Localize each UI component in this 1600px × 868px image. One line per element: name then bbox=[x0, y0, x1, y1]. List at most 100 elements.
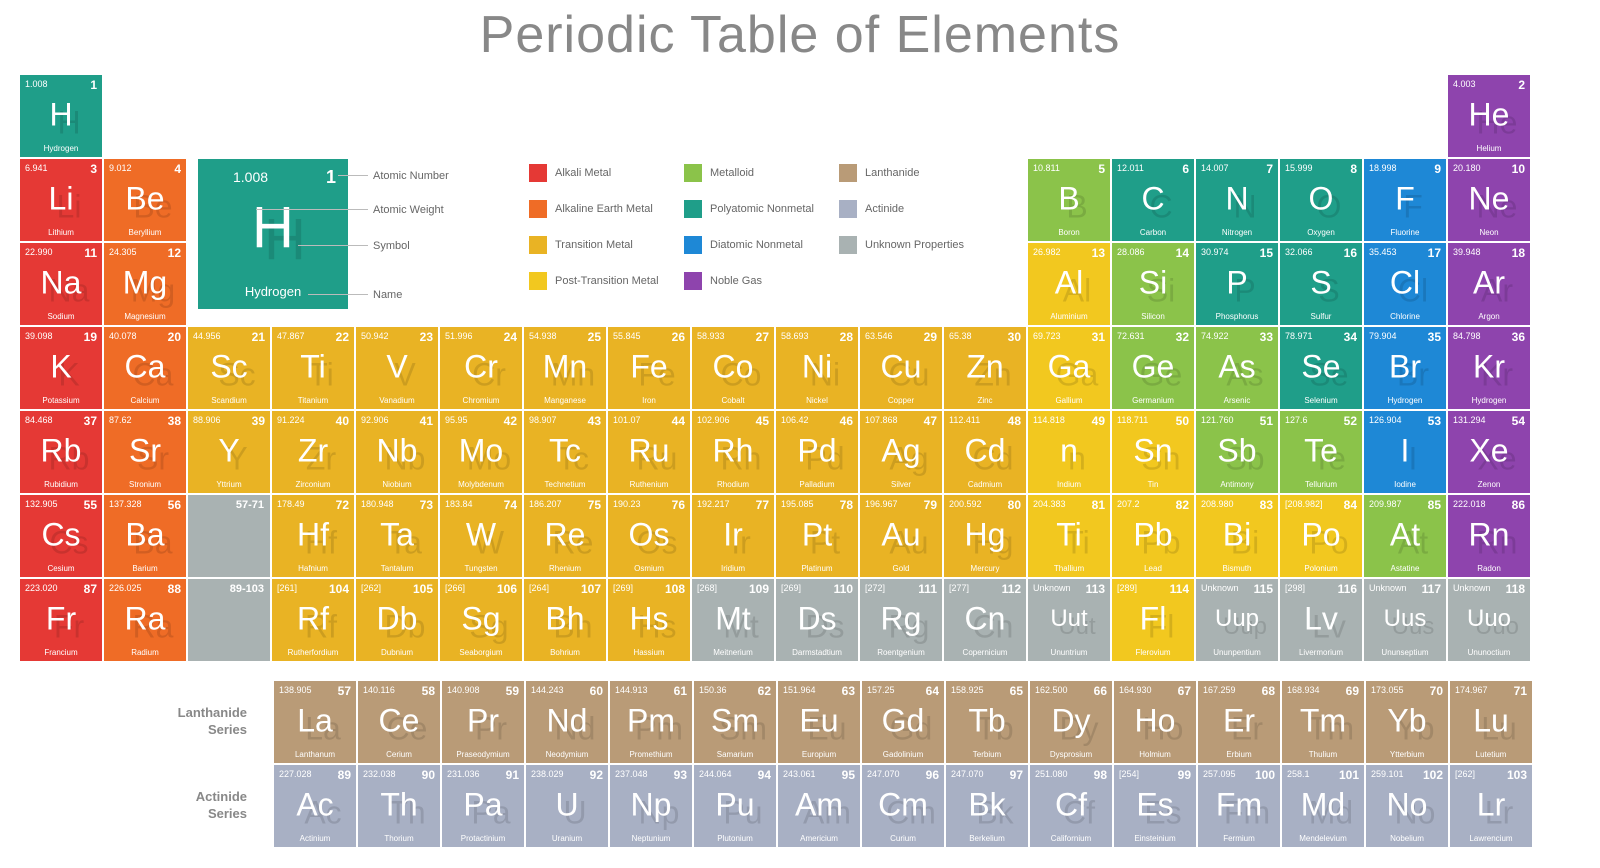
atomic-number: 92 bbox=[590, 768, 603, 782]
element-cell: 40.07820CaCalcium bbox=[104, 327, 186, 409]
element-symbol: Te bbox=[1304, 434, 1338, 466]
atomic-number: 97 bbox=[1010, 768, 1023, 782]
legend-item: Post-Transition Metal bbox=[529, 272, 659, 290]
element-name: Lanthanum bbox=[274, 750, 356, 759]
element-symbol: Ce bbox=[379, 704, 420, 736]
element-cell: 88.90639YYttrium bbox=[188, 411, 270, 493]
atomic-number: 19 bbox=[84, 330, 97, 344]
element-name: Polonium bbox=[1280, 564, 1362, 573]
element-name: Copper bbox=[860, 396, 942, 405]
atomic-mass: 58.933 bbox=[697, 331, 725, 341]
atomic-number: 47 bbox=[924, 414, 937, 428]
element-name: Thallium bbox=[1028, 564, 1110, 573]
element-cell: 167.25968ErErbium bbox=[1198, 681, 1280, 763]
element-symbol: O bbox=[1309, 182, 1334, 214]
element-cell: 28.08614SiSilicon bbox=[1112, 243, 1194, 325]
element-name: Helium bbox=[1448, 144, 1530, 153]
element-symbol: W bbox=[466, 518, 496, 550]
element-cell: 131.29454XeZenon bbox=[1448, 411, 1530, 493]
element-symbol: Ti bbox=[1056, 518, 1081, 550]
element-symbol: N bbox=[1225, 182, 1248, 214]
element-name: Titanium bbox=[272, 396, 354, 405]
element-cell: 150.3662SmSamarium bbox=[694, 681, 776, 763]
element-cell: 106.4246PdPalladium bbox=[776, 411, 858, 493]
element-name: Gadolinium bbox=[862, 750, 944, 759]
atomic-number: 58 bbox=[422, 684, 435, 698]
atomic-mass: 55.845 bbox=[613, 331, 641, 341]
element-symbol: Sn bbox=[1133, 434, 1172, 466]
atomic-mass: 78.971 bbox=[1285, 331, 1313, 341]
atomic-mass: 30.974 bbox=[1201, 247, 1229, 257]
main-grid: 1.0081HHydrogen4.0032HeHelium6.9413LiLit… bbox=[20, 75, 1580, 661]
element-cell: 157.2564GdGadolinium bbox=[862, 681, 944, 763]
atomic-mass: 84.798 bbox=[1453, 331, 1481, 341]
atomic-mass: 22.990 bbox=[25, 247, 53, 257]
atomic-number: 69 bbox=[1346, 684, 1359, 698]
atomic-mass: 204.383 bbox=[1033, 499, 1066, 509]
atomic-mass: [266] bbox=[445, 583, 465, 593]
atomic-mass: 200.592 bbox=[949, 499, 982, 509]
atomic-number: 78 bbox=[840, 498, 853, 512]
label-symbol: Symbol bbox=[373, 240, 410, 252]
element-symbol: Nd bbox=[547, 704, 588, 736]
atomic-mass: [268] bbox=[697, 583, 717, 593]
atomic-mass: 44.956 bbox=[193, 331, 221, 341]
atomic-mass: 47.867 bbox=[277, 331, 305, 341]
element-cell: 58.69328NiNickel bbox=[776, 327, 858, 409]
element-name: Lithium bbox=[20, 228, 102, 237]
element-symbol: Pt bbox=[802, 518, 832, 550]
element-name: Ununoctium bbox=[1448, 648, 1530, 657]
atomic-number: 105 bbox=[413, 582, 433, 596]
atomic-number: 51 bbox=[1260, 414, 1273, 428]
element-cell: Unknown117UusUnunseptium bbox=[1364, 579, 1446, 661]
element-cell: [298]116LvLivermorium bbox=[1280, 579, 1362, 661]
atomic-number: 100 bbox=[1255, 768, 1275, 782]
element-name: Americium bbox=[778, 834, 860, 843]
pointer-line bbox=[308, 294, 368, 295]
atomic-mass: 259.101 bbox=[1371, 769, 1404, 779]
element-symbol: Au bbox=[881, 518, 920, 550]
atomic-number: 6 bbox=[1182, 162, 1189, 176]
atomic-mass: 79.904 bbox=[1369, 331, 1397, 341]
atomic-mass: 137.328 bbox=[109, 499, 142, 509]
element-cell: 98.90743TcTechnetium bbox=[524, 411, 606, 493]
atomic-number: 46 bbox=[840, 414, 853, 428]
element-symbol: Sr bbox=[129, 434, 161, 466]
label-atomic-number: Atomic Number bbox=[373, 170, 449, 182]
element-name: Hydrogen bbox=[1448, 396, 1530, 405]
atomic-mass: 186.207 bbox=[529, 499, 562, 509]
atomic-number: 22 bbox=[336, 330, 349, 344]
element-name: Uranium bbox=[526, 834, 608, 843]
atomic-mass: 127.6 bbox=[1285, 415, 1308, 425]
atomic-mass: 32.066 bbox=[1285, 247, 1313, 257]
element-cell: 183.8474WTungsten bbox=[440, 495, 522, 577]
element-name: Antimony bbox=[1196, 480, 1278, 489]
element-name: Europium bbox=[778, 750, 860, 759]
atomic-mass: 258.1 bbox=[1287, 769, 1310, 779]
element-symbol: Rh bbox=[713, 434, 754, 466]
element-name: Zirconium bbox=[272, 480, 354, 489]
atomic-mass: 196.967 bbox=[865, 499, 898, 509]
element-name: Silicon bbox=[1112, 312, 1194, 321]
element-cell: 164.93067HoHolmium bbox=[1114, 681, 1196, 763]
atomic-mass: 6.941 bbox=[25, 163, 48, 173]
element-symbol: Cu bbox=[881, 350, 922, 382]
atomic-mass: 207.2 bbox=[1117, 499, 1140, 509]
atomic-number: 53 bbox=[1428, 414, 1441, 428]
actinide-row: ActinideSeries227.02889AcActinium232.038… bbox=[20, 765, 1580, 847]
legend-label: Alkali Metal bbox=[555, 167, 611, 179]
element-cell: 208.98083BiBismuth bbox=[1196, 495, 1278, 577]
element-symbol: Pd bbox=[797, 434, 836, 466]
atomic-mass: [262] bbox=[1455, 769, 1475, 779]
element-cell: 180.94873TaTantalum bbox=[356, 495, 438, 577]
atomic-mass: 9.012 bbox=[109, 163, 132, 173]
element-name: Thorium bbox=[358, 834, 440, 843]
atomic-number: 24 bbox=[504, 330, 517, 344]
element-name: Calcium bbox=[104, 396, 186, 405]
atomic-mass: 39.098 bbox=[25, 331, 53, 341]
element-cell: 26.98213AlAluminium bbox=[1028, 243, 1110, 325]
element-symbol: Fr bbox=[46, 602, 76, 634]
element-cell: 14.0077NNitrogen bbox=[1196, 159, 1278, 241]
atomic-number: 116 bbox=[1338, 582, 1357, 596]
atomic-mass: Unknown bbox=[1201, 583, 1239, 593]
